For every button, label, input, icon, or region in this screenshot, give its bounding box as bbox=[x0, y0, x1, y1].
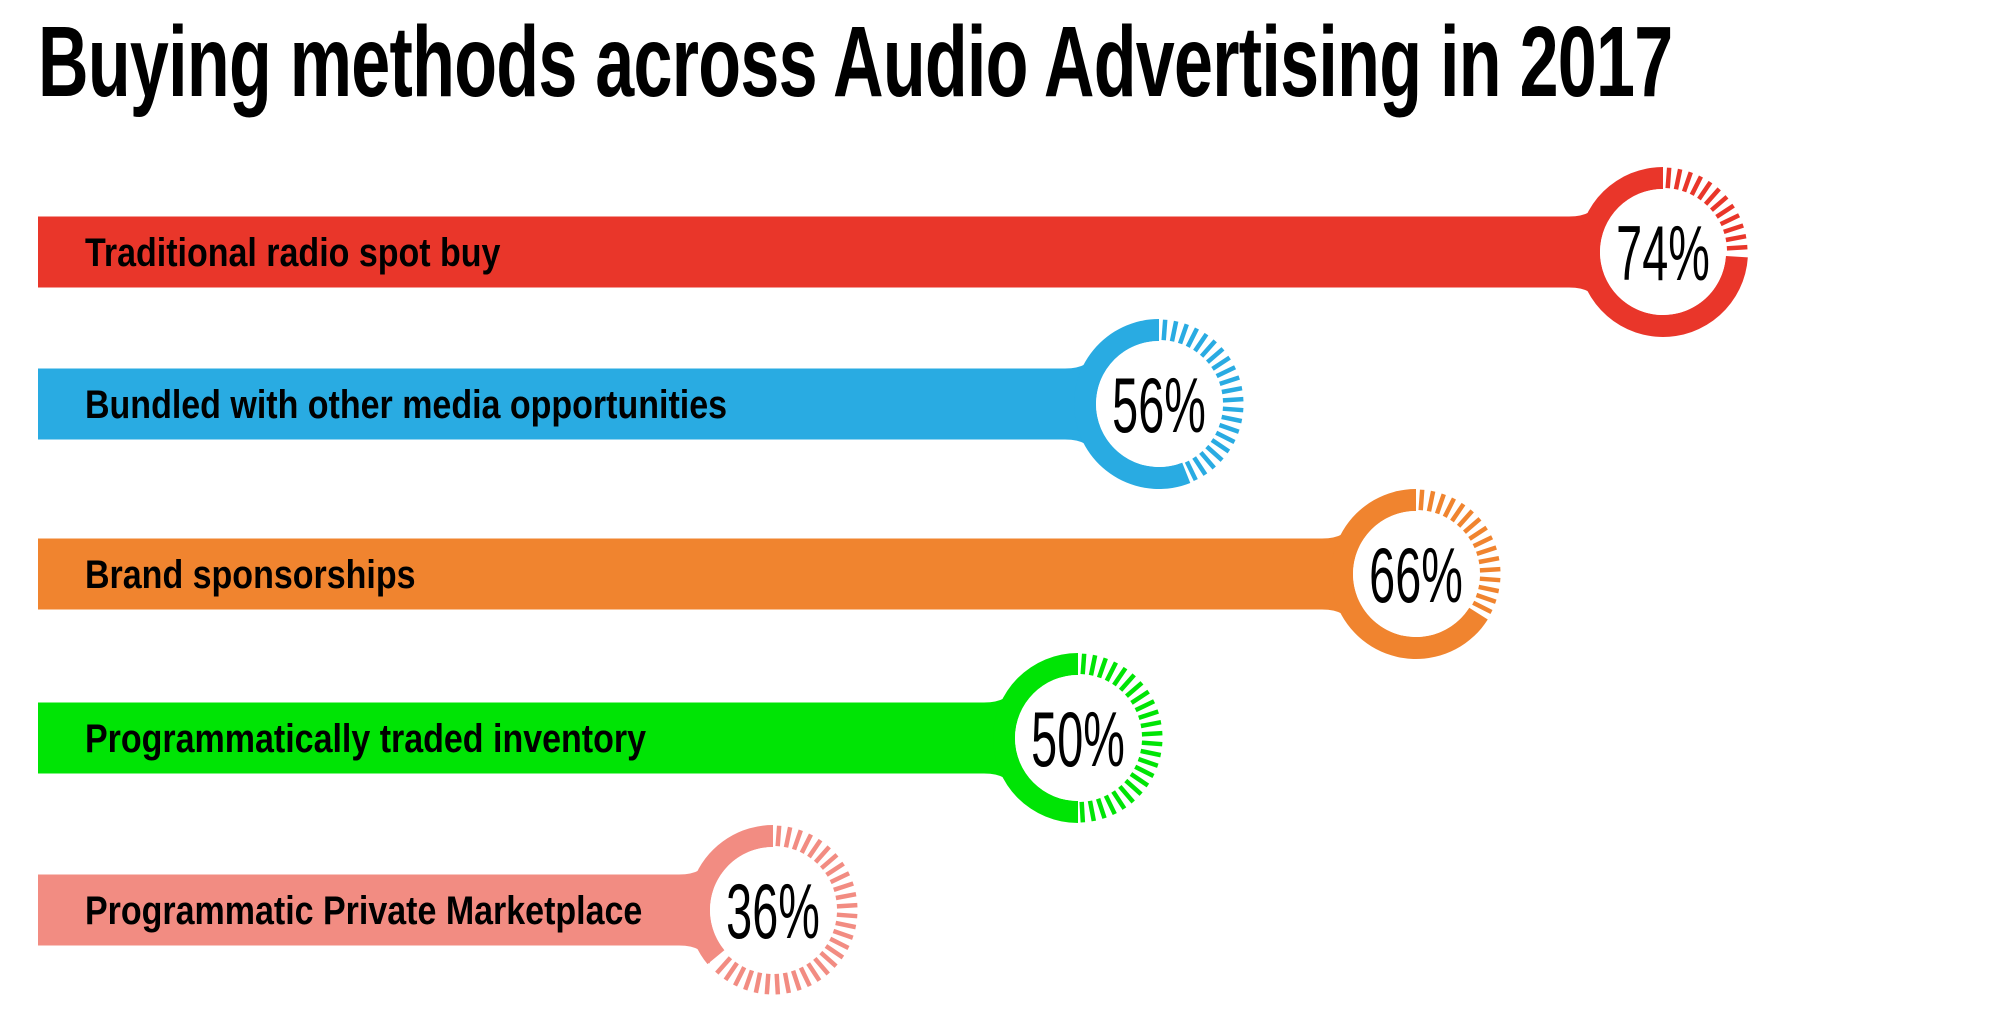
percent-label: 74% bbox=[1616, 210, 1710, 297]
bar-label: Programmatic Private Marketplace bbox=[85, 887, 642, 932]
gauge-ticks bbox=[1665, 167, 1748, 251]
bar-label: Traditional radio spot buy bbox=[85, 229, 501, 274]
gauge-center bbox=[1096, 341, 1222, 467]
percent-label: 66% bbox=[1369, 532, 1463, 619]
bar-row: 50% Programmatically traded inventory bbox=[38, 653, 1163, 823]
gauge-arc bbox=[993, 653, 1078, 823]
percent-label: 56% bbox=[1112, 362, 1206, 449]
gauge-arc bbox=[1073, 319, 1191, 489]
bar bbox=[38, 684, 1015, 792]
bar bbox=[38, 198, 1600, 306]
gauge-ticks bbox=[1161, 319, 1244, 482]
bar bbox=[38, 350, 1096, 458]
percent-label: 36% bbox=[726, 868, 820, 955]
bar bbox=[38, 520, 1353, 628]
bar bbox=[38, 856, 710, 964]
gauge-center bbox=[1353, 511, 1479, 637]
gauge-center bbox=[710, 847, 836, 973]
gauge-ticks bbox=[1418, 489, 1501, 614]
gauge-ticks bbox=[1079, 653, 1163, 823]
gauge-center bbox=[1015, 675, 1141, 801]
bar-row: 36% Programmatic Private Marketplace bbox=[38, 825, 858, 995]
bar-label: Brand sponsorships bbox=[85, 551, 416, 596]
bar-row: 74% Traditional radio spot buy bbox=[38, 167, 1748, 337]
gauge-center bbox=[1600, 189, 1726, 315]
gauge-arc bbox=[688, 825, 773, 965]
chart-title: Buying methods across Audio Advertising … bbox=[38, 6, 1673, 118]
gauge-ticks bbox=[715, 825, 858, 995]
bar-row: 56% Bundled with other media opportunitie… bbox=[38, 319, 1244, 489]
percent-label: 50% bbox=[1031, 696, 1125, 783]
bar-row: 66% Brand sponsorships bbox=[38, 489, 1501, 659]
bar-label: Programmatically traded inventory bbox=[85, 715, 646, 760]
bar-label: Bundled with other media opportunities bbox=[85, 381, 727, 426]
